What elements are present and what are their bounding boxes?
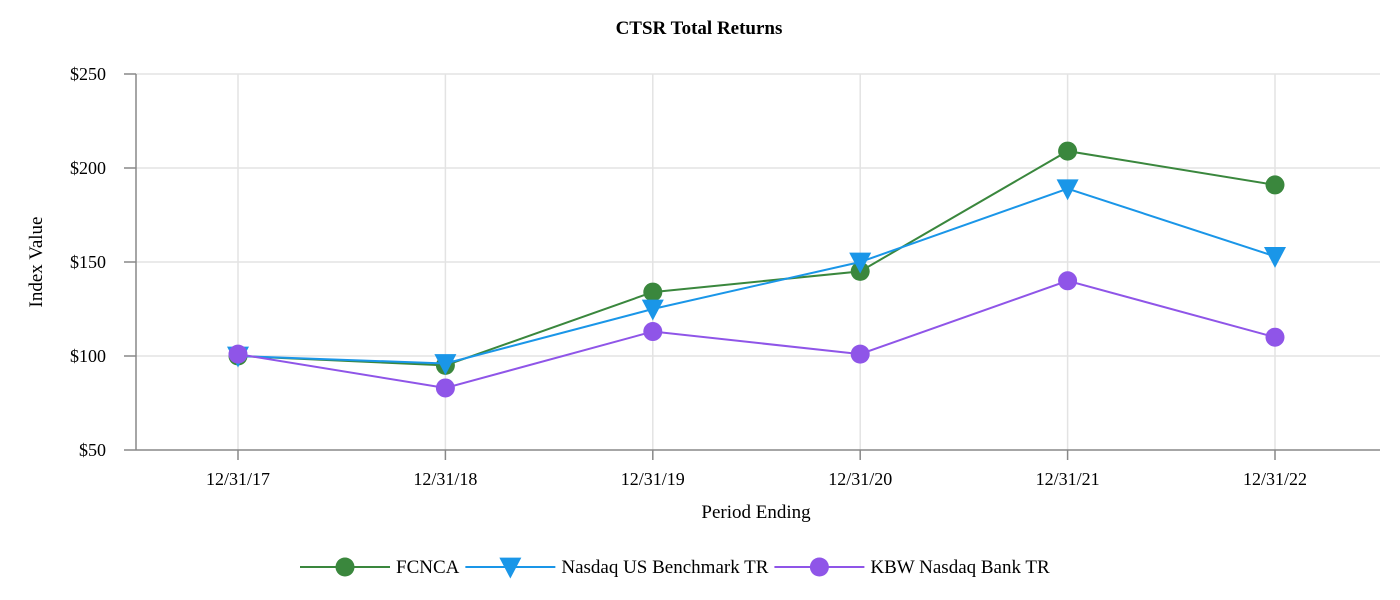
gridlines bbox=[136, 73, 1380, 450]
x-tick-label: 12/31/18 bbox=[413, 469, 477, 489]
series-fcnca bbox=[228, 141, 1285, 375]
data-point bbox=[434, 354, 457, 376]
legend-label: FCNCA bbox=[396, 557, 460, 578]
x-tick-label: 12/31/19 bbox=[621, 469, 685, 489]
legend-label: Nasdaq US Benchmark TR bbox=[561, 557, 768, 578]
series-line bbox=[237, 187, 1276, 365]
data-point bbox=[1264, 247, 1286, 268]
data-point bbox=[1265, 175, 1285, 195]
data-point bbox=[435, 378, 455, 398]
series-line bbox=[237, 150, 1276, 367]
data-point bbox=[849, 252, 872, 274]
legend-item-nasdaq-us-benchmark-tr: Nasdaq US Benchmark TR bbox=[465, 557, 769, 579]
legend-label: KBW Nasdaq Bank TR bbox=[870, 557, 1050, 578]
x-tick-label: 12/31/21 bbox=[1036, 469, 1100, 489]
x-tick-label: 12/31/20 bbox=[828, 469, 892, 489]
legend: FCNCA Nasdaq US Benchmark TR KBW Nasdaq Ba… bbox=[300, 557, 1050, 579]
data-point bbox=[1058, 141, 1078, 161]
data-point bbox=[850, 344, 870, 364]
legend-item-kbw-nasdaq-bank-tr: KBW Nasdaq Bank TR bbox=[774, 557, 1050, 578]
data-point bbox=[643, 282, 663, 302]
legend-marker bbox=[499, 557, 522, 579]
legend-item-fcnca: FCNCA bbox=[300, 557, 460, 578]
x-axis-label: Period Ending bbox=[701, 502, 811, 523]
legend-marker bbox=[809, 557, 829, 577]
y-tick-label: $100 bbox=[70, 346, 106, 366]
series-group bbox=[227, 141, 1286, 398]
y-tick-label: $50 bbox=[79, 440, 106, 460]
y-axis-label: Index Value bbox=[26, 217, 47, 308]
y-tick-label: $250 bbox=[70, 64, 106, 84]
chart-title: CTSR Total Returns bbox=[616, 18, 783, 39]
data-point bbox=[641, 299, 664, 321]
y-tick-label: $150 bbox=[70, 252, 106, 272]
data-point bbox=[1058, 271, 1078, 291]
data-point bbox=[1265, 327, 1285, 347]
series-kbw-nasdaq-bank-tr bbox=[228, 271, 1285, 398]
data-point bbox=[643, 322, 663, 342]
x-tick-label: 12/31/22 bbox=[1243, 469, 1307, 489]
axes: $50 $100 $150 $200 $250 12/31/17 12/31/18 12/31… bbox=[70, 64, 1380, 489]
series-nasdaq-us-benchmark-tr bbox=[227, 179, 1286, 376]
x-tick-label: 12/31/17 bbox=[206, 469, 270, 489]
series-line bbox=[237, 279, 1276, 389]
legend-marker bbox=[335, 557, 355, 577]
data-point bbox=[228, 344, 248, 364]
y-tick-label: $200 bbox=[70, 158, 106, 178]
data-point bbox=[1056, 179, 1079, 201]
